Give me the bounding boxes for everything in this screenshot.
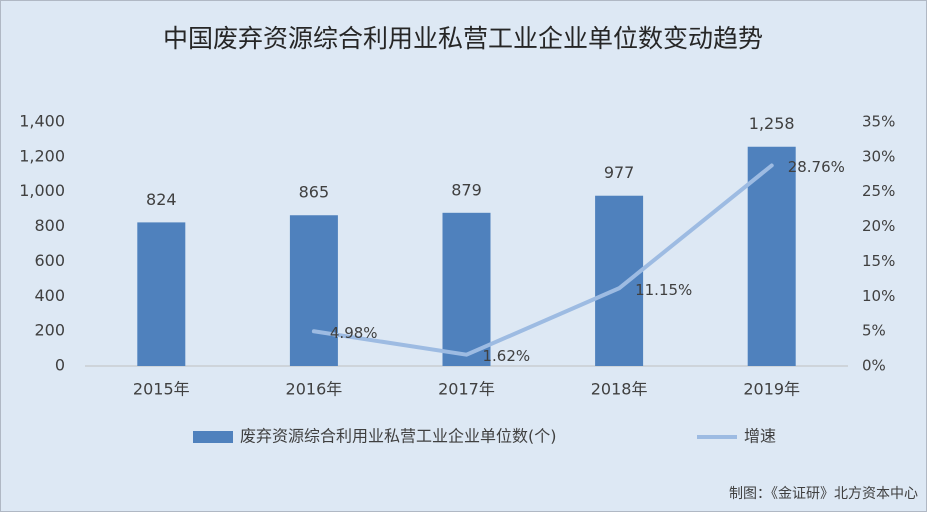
y-tick-label: 0 <box>55 356 65 375</box>
x-tick-label: 2019年 <box>743 380 800 399</box>
bar <box>442 212 491 366</box>
y-tick-label: 800 <box>34 216 65 235</box>
data-label: 977 <box>604 163 635 182</box>
bar <box>595 195 644 366</box>
data-label: 1,258 <box>749 114 795 133</box>
chart-title: 中国废弃资源综合利用业私营工业企业单位数变动趋势 <box>163 24 763 53</box>
data-label: 824 <box>146 190 177 209</box>
data-label: 28.76% <box>788 158 845 176</box>
data-label: 4.98% <box>330 324 378 342</box>
data-label: 1.62% <box>483 347 531 365</box>
y-tick-label: 1,400 <box>19 112 65 131</box>
data-label: 11.15% <box>635 281 692 299</box>
data-label: 879 <box>451 180 482 199</box>
y2-tick-label: 20% <box>862 217 895 235</box>
x-tick-label: 2016年 <box>286 380 343 399</box>
bar <box>137 222 186 366</box>
y2-tick-label: 5% <box>862 322 886 340</box>
data-label: 865 <box>299 183 330 202</box>
bar <box>747 146 796 366</box>
line <box>311 163 774 357</box>
x-tick-label: 2017年 <box>438 380 495 399</box>
y-tick-label: 400 <box>34 286 65 305</box>
source: 制图：《金证研》北方资本中心 <box>729 486 918 502</box>
y2-tick-label: 0% <box>862 357 886 375</box>
legend-label: 增速 <box>744 427 776 446</box>
y2-tick-label: 30% <box>862 147 895 165</box>
y-tick-label: 1,000 <box>19 181 65 200</box>
legend-label: 废弃资源综合利用业私营工业企业单位数(个) <box>240 427 557 446</box>
y2-tick-label: 25% <box>862 182 895 200</box>
y-tick-label: 1,200 <box>19 146 65 165</box>
y2-tick-label: 10% <box>862 287 895 305</box>
y-tick-label: 600 <box>34 251 65 270</box>
y2-tick-label: 15% <box>862 252 895 270</box>
bar <box>289 215 338 366</box>
x-tick-label: 2015年 <box>133 380 190 399</box>
y2-tick-label: 35% <box>862 113 895 131</box>
x-tick-label: 2018年 <box>591 380 648 399</box>
legend-swatch <box>193 431 233 443</box>
y-tick-label: 200 <box>34 321 65 340</box>
